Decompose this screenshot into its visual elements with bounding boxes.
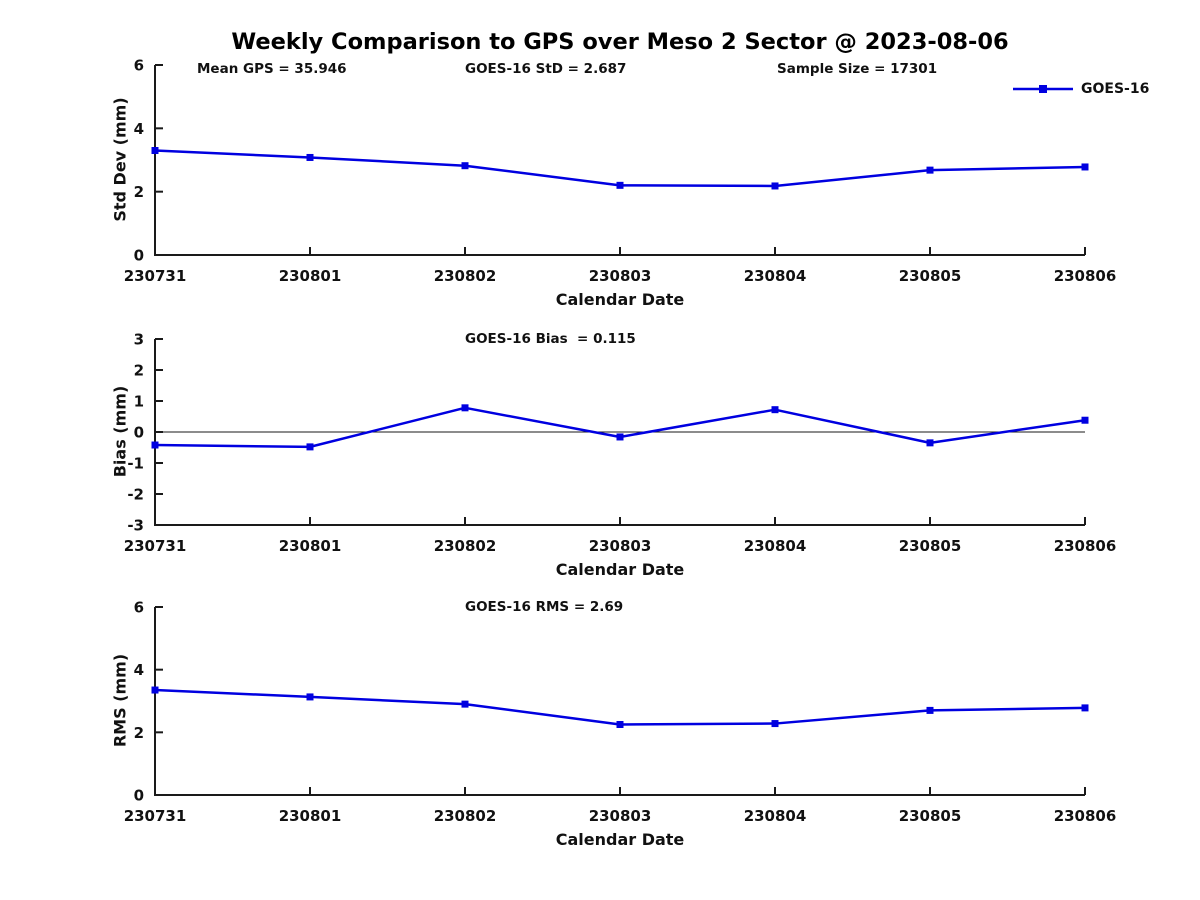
x-tick-label: 230803 bbox=[589, 537, 652, 555]
x-tick-label: 230804 bbox=[744, 807, 807, 825]
annotation-goes16-rms: GOES-16 RMS = 2.69 bbox=[465, 599, 624, 615]
data-point-marker bbox=[926, 166, 934, 174]
data-point-marker bbox=[926, 706, 934, 714]
y-axis-label-rms: RMS (mm) bbox=[110, 653, 130, 748]
y-tick-label: 4 bbox=[134, 120, 144, 138]
x-tick-label: 230802 bbox=[434, 537, 497, 555]
x-tick-label: 230801 bbox=[279, 267, 342, 285]
y-tick-label: 0 bbox=[134, 787, 144, 805]
x-tick-label: 230802 bbox=[434, 267, 497, 285]
data-point-marker bbox=[306, 693, 314, 701]
data-line bbox=[154, 688, 1086, 726]
y-axis-label-stddev: Std Dev (mm) bbox=[110, 97, 130, 222]
x-tick-label: 230731 bbox=[124, 807, 187, 825]
x-tick-label: 230806 bbox=[1054, 537, 1117, 555]
x-tick-label: 230803 bbox=[589, 807, 652, 825]
data-point-marker bbox=[1081, 416, 1089, 424]
y-tick-label: 1 bbox=[134, 393, 144, 411]
x-tick-label: 230801 bbox=[279, 537, 342, 555]
y-tick-label: 2 bbox=[134, 724, 144, 742]
x-tick-label: 230805 bbox=[899, 267, 962, 285]
data-point-marker bbox=[306, 443, 314, 451]
data-point-marker bbox=[926, 439, 934, 447]
data-point-marker bbox=[771, 720, 779, 728]
x-tick-label: 230802 bbox=[434, 807, 497, 825]
x-tick-label: 230806 bbox=[1054, 807, 1117, 825]
data-line bbox=[154, 406, 1086, 449]
data-point-marker bbox=[461, 404, 469, 412]
data-point-marker bbox=[616, 181, 624, 189]
legend: GOES-16 bbox=[1012, 81, 1149, 97]
data-point-marker bbox=[1081, 704, 1089, 712]
y-tick-label: -1 bbox=[127, 455, 144, 473]
x-axis-label-bias: Calendar Date bbox=[555, 560, 685, 579]
y-tick-label: 0 bbox=[134, 247, 144, 265]
x-tick-label: 230801 bbox=[279, 807, 342, 825]
data-point-marker bbox=[151, 441, 159, 449]
data-line bbox=[154, 149, 1086, 188]
data-point-marker bbox=[771, 406, 779, 414]
data-point-marker bbox=[771, 182, 779, 190]
data-point-marker bbox=[151, 147, 159, 154]
y-tick-label: 3 bbox=[134, 331, 144, 349]
y-tick-label: 4 bbox=[134, 661, 144, 679]
annotation-goes16-bias: GOES-16 Bias = 0.115 bbox=[465, 331, 636, 347]
legend-label: GOES-16 bbox=[1081, 81, 1150, 97]
y-tick-label: 6 bbox=[134, 57, 144, 75]
y-tick-label: 6 bbox=[134, 599, 144, 617]
annotation-mean-gps: Mean GPS = 35.946 bbox=[197, 61, 347, 77]
x-tick-label: 230803 bbox=[589, 267, 652, 285]
annotation-goes16-std: GOES-16 StD = 2.687 bbox=[465, 61, 627, 77]
y-tick-label: 2 bbox=[134, 183, 144, 201]
data-point-marker bbox=[306, 153, 314, 161]
x-tick-label: 230806 bbox=[1054, 267, 1117, 285]
y-tick-label: -3 bbox=[127, 517, 144, 535]
data-point-marker bbox=[151, 686, 159, 694]
chart-title: Weekly Comparison to GPS over Meso 2 Sec… bbox=[231, 29, 1009, 55]
x-tick-label: 230805 bbox=[899, 807, 962, 825]
y-tick-label: 2 bbox=[134, 362, 144, 380]
y-tick-label: -2 bbox=[127, 486, 144, 504]
x-tick-label: 230731 bbox=[124, 537, 187, 555]
data-point-marker bbox=[616, 433, 624, 441]
x-tick-label: 230804 bbox=[744, 537, 807, 555]
legend-marker-icon bbox=[1039, 85, 1047, 93]
x-tick-label: 230731 bbox=[124, 267, 187, 285]
x-axis-label-rms: Calendar Date bbox=[555, 830, 685, 849]
y-axis-label-bias: Bias (mm) bbox=[110, 385, 130, 478]
y-tick-label: 0 bbox=[134, 424, 144, 442]
annotation-sample-size: Sample Size = 17301 bbox=[777, 61, 938, 77]
data-point-marker bbox=[461, 162, 469, 170]
data-point-marker bbox=[616, 721, 624, 728]
x-tick-label: 230804 bbox=[744, 267, 807, 285]
legend-line-sample bbox=[1013, 85, 1073, 93]
x-tick-label: 230805 bbox=[899, 537, 962, 555]
x-axis-label-stddev: Calendar Date bbox=[555, 290, 685, 309]
data-point-marker bbox=[1081, 163, 1089, 171]
data-point-marker bbox=[461, 700, 469, 708]
